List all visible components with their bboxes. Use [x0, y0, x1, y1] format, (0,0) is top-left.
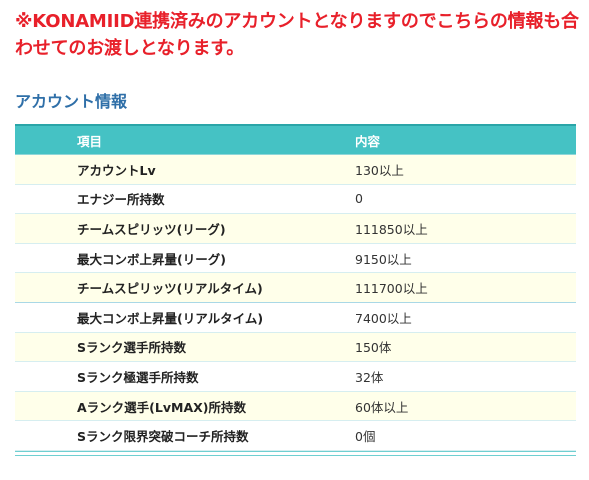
row-item-value: 0 — [325, 184, 576, 215]
table-row: Sランク限界突破コーチ所持数 0個 — [15, 420, 576, 451]
table-row: チームスピリッツ(リアルタイム) 111700以上 — [15, 272, 576, 303]
row-item-label: チームスピリッツ(リーグ) — [15, 213, 325, 244]
table-row: 最大コンボ上昇量(リーグ) 9150以上 — [15, 243, 576, 274]
row-item-value: 32体 — [325, 361, 576, 392]
table-row: Aランク選手(LvMAX)所持数 60体以上 — [15, 391, 576, 422]
notice-text: ※KONAMIID連携済みのアカウントとなりますのでこちらの情報も合わせてのお渡… — [15, 11, 579, 59]
row-item-label: Sランク選手所持数 — [15, 332, 325, 363]
row-item-label: アカウントLv — [15, 154, 325, 185]
row-item-value: 130以上 — [325, 154, 576, 185]
row-item-value: 111850以上 — [325, 213, 576, 244]
table-row: Sランク選手所持数 150体 — [15, 332, 576, 363]
row-item-label: Sランク極選手所持数 — [15, 361, 325, 392]
table-row: チームスピリッツ(リーグ) 111850以上 — [15, 213, 576, 244]
table-row: エナジー所持数 0 — [15, 184, 576, 215]
row-item-label: Aランク選手(LvMAX)所持数 — [15, 391, 325, 422]
row-item-value: 150体 — [325, 332, 576, 363]
header-content: 内容 — [325, 124, 576, 155]
table-header-row: 項目 内容 — [15, 124, 576, 155]
row-item-label: 最大コンボ上昇量(リーグ) — [15, 243, 325, 274]
row-item-label: Sランク限界突破コーチ所持数 — [15, 420, 325, 451]
header-item: 項目 — [15, 124, 325, 155]
table-bottom-rule — [15, 450, 576, 456]
row-item-value: 7400以上 — [325, 302, 576, 333]
table-row: 最大コンボ上昇量(リアルタイム) 7400以上 — [15, 302, 576, 333]
row-item-value: 111700以上 — [325, 272, 576, 303]
row-item-value: 60体以上 — [325, 391, 576, 422]
row-item-value: 9150以上 — [325, 243, 576, 274]
row-item-label: 最大コンボ上昇量(リアルタイム) — [15, 302, 325, 333]
table-row: アカウントLv 130以上 — [15, 154, 576, 185]
row-item-value: 0個 — [325, 420, 576, 451]
table-row: Sランク極選手所持数 32体 — [15, 361, 576, 392]
account-info-table: 項目 内容 アカウントLv 130以上 エナジー所持数 0 チームスピリッツ(リ… — [15, 124, 576, 451]
row-item-label: チームスピリッツ(リアルタイム) — [15, 272, 325, 303]
row-item-label: エナジー所持数 — [15, 184, 325, 215]
section-title: アカウント情報 — [15, 92, 128, 111]
account-info-table-wrap: 項目 内容 アカウントLv 130以上 エナジー所持数 0 チームスピリッツ(リ… — [15, 124, 576, 456]
